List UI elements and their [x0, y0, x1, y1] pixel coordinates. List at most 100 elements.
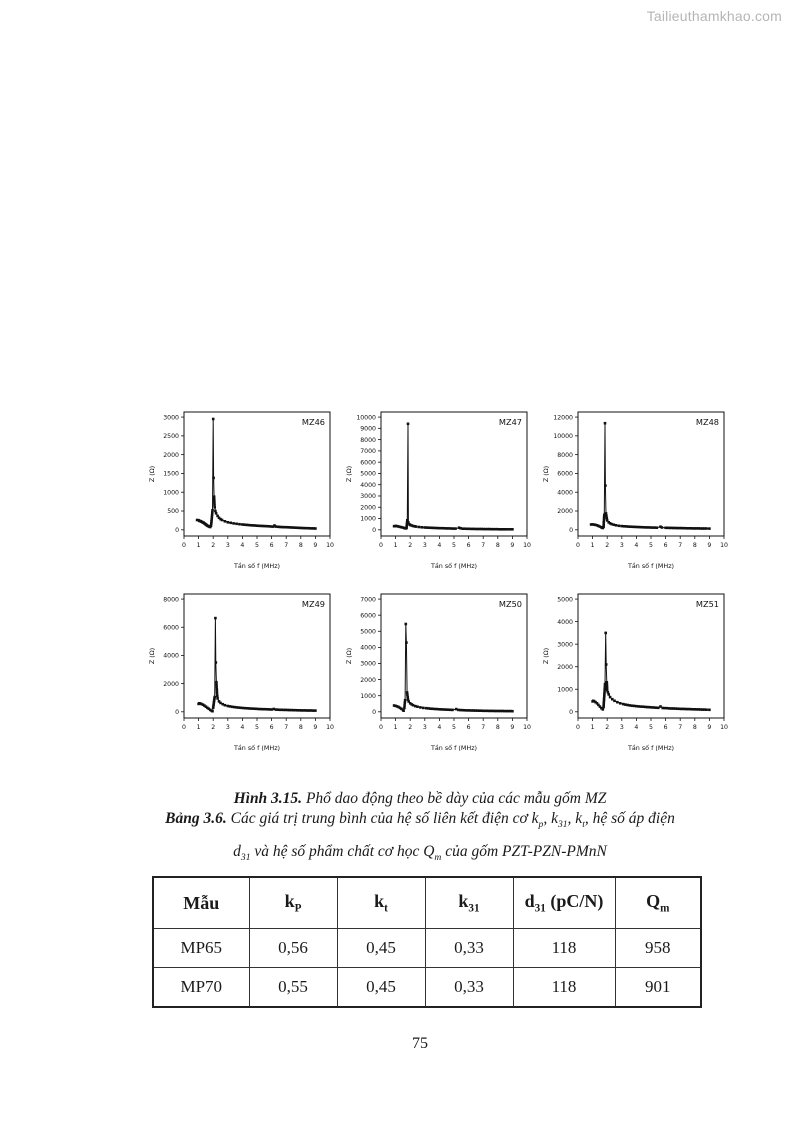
svg-text:10: 10 [326, 542, 334, 549]
svg-text:500: 500 [167, 508, 179, 515]
svg-text:2000: 2000 [360, 677, 376, 684]
svg-text:5: 5 [649, 542, 653, 549]
svg-text:2000: 2000 [163, 681, 179, 688]
svg-text:4: 4 [437, 542, 441, 549]
svg-text:10: 10 [326, 724, 334, 731]
svg-text:2000: 2000 [360, 504, 376, 511]
svg-text:0: 0 [175, 709, 179, 716]
table-cell: 0,45 [336, 967, 426, 1008]
svg-text:1: 1 [197, 724, 201, 731]
table-cell: 958 [614, 928, 702, 968]
svg-text:9: 9 [510, 542, 514, 549]
svg-text:8000: 8000 [163, 596, 179, 603]
svg-text:2: 2 [211, 724, 215, 731]
svg-text:1000: 1000 [360, 516, 376, 523]
results-table: Mẫu kP kt k31 d31 (pC/N) Qm MP65 0,56 0,45 0,33 1… [152, 876, 702, 1008]
svg-text:1: 1 [197, 542, 201, 549]
svg-text:1: 1 [591, 542, 595, 549]
svg-text:0: 0 [379, 542, 383, 549]
svg-text:2: 2 [605, 542, 609, 549]
svg-text:4000: 4000 [163, 653, 179, 660]
watermark-text: Tailieuthamkhao.com [646, 8, 782, 24]
svg-text:Tần số f (MHz): Tần số f (MHz) [233, 562, 280, 570]
svg-text:Z (Ω): Z (Ω) [542, 466, 550, 482]
chart-plot-MZ48: 0 1 2 3 4 5 6 7 8 9 10 0 2000 4000 6000 8000 10000 12000 M… [542, 411, 728, 570]
chart-MZ50: 0 1 2 3 4 5 6 7 8 9 10 0 1000 2000 3000 4000 5000 6000 700… [343, 585, 535, 753]
svg-text:3000: 3000 [360, 661, 376, 668]
svg-text:MZ51: MZ51 [696, 599, 719, 609]
svg-text:6: 6 [270, 724, 274, 731]
table-cell: 901 [614, 967, 702, 1008]
svg-text:0: 0 [576, 724, 580, 731]
svg-text:2: 2 [211, 542, 215, 549]
svg-text:7: 7 [284, 724, 288, 731]
svg-text:0: 0 [379, 724, 383, 731]
table-header-cell: Qm [614, 877, 702, 929]
svg-text:3: 3 [620, 724, 624, 731]
svg-text:3000: 3000 [557, 641, 573, 648]
svg-text:5: 5 [452, 542, 456, 549]
svg-text:1: 1 [394, 724, 398, 731]
svg-text:MZ50: MZ50 [499, 599, 522, 609]
svg-text:MZ46: MZ46 [302, 417, 325, 427]
svg-text:5: 5 [255, 724, 259, 731]
svg-text:Tần số f (MHz): Tần số f (MHz) [627, 562, 674, 570]
svg-text:8: 8 [693, 724, 697, 731]
svg-text:4: 4 [240, 724, 244, 731]
results-table-head: Mẫu kP kt k31 d31 (pC/N) Qm [152, 877, 702, 929]
svg-text:0: 0 [569, 709, 573, 716]
svg-text:6: 6 [467, 724, 471, 731]
svg-text:2000: 2000 [557, 508, 573, 515]
svg-text:1000: 1000 [163, 489, 179, 496]
charts-grid: 0 1 2 3 4 5 6 7 8 9 10 0 500 1000 1500 2000 2500 3000 MZ46… [146, 403, 732, 753]
page-number: 75 [412, 1035, 428, 1052]
svg-text:Z (Ω): Z (Ω) [542, 648, 550, 664]
svg-text:1000: 1000 [360, 693, 376, 700]
table-caption-line2: d31 và hệ số phẩm chất cơ học Qm của gốm… [233, 843, 607, 864]
table-cell: 118 [512, 967, 616, 1008]
chart-plot-MZ47: 0 1 2 3 4 5 6 7 8 9 10 0 1000 2000 3000 4000 5000 6000 700… [345, 411, 531, 570]
svg-text:Z (Ω): Z (Ω) [148, 648, 156, 664]
table-header-cell: d31 (pC/N) [512, 877, 616, 929]
svg-text:Tần số f (MHz): Tần số f (MHz) [430, 744, 477, 752]
svg-text:10000: 10000 [356, 414, 376, 421]
svg-text:4: 4 [240, 542, 244, 549]
svg-text:4000: 4000 [360, 645, 376, 652]
table-cell: 0,33 [424, 967, 514, 1008]
svg-text:9: 9 [707, 542, 711, 549]
table-header-cell: k31 [424, 877, 514, 929]
figure-caption: Hình 3.15. Phổ dao động theo bề dày của … [233, 790, 607, 807]
svg-text:10: 10 [523, 542, 531, 549]
svg-text:Tần số f (MHz): Tần số f (MHz) [430, 562, 477, 570]
svg-text:2000: 2000 [557, 664, 573, 671]
svg-text:8000: 8000 [557, 452, 573, 459]
svg-text:1500: 1500 [163, 471, 179, 478]
svg-text:8000: 8000 [360, 437, 376, 444]
chart-plot-MZ50: 0 1 2 3 4 5 6 7 8 9 10 0 1000 2000 3000 4000 5000 6000 700… [345, 593, 531, 752]
svg-text:7: 7 [481, 724, 485, 731]
svg-text:0: 0 [569, 527, 573, 534]
svg-text:0: 0 [372, 527, 376, 534]
svg-text:3: 3 [226, 724, 230, 731]
table-header-cell: Mẫu [152, 877, 250, 929]
svg-text:2: 2 [408, 724, 412, 731]
svg-text:3: 3 [620, 542, 624, 549]
svg-text:10: 10 [720, 542, 728, 549]
table-header-cell: kP [248, 877, 338, 929]
svg-text:2500: 2500 [163, 433, 179, 440]
chart-plot-MZ49: 0 1 2 3 4 5 6 7 8 9 10 0 2000 4000 6000 8000 MZ49 Tần số … [148, 593, 334, 752]
svg-text:7: 7 [481, 542, 485, 549]
svg-text:0: 0 [576, 542, 580, 549]
svg-text:5000: 5000 [360, 471, 376, 478]
table-cell: MP70 [152, 967, 250, 1008]
svg-text:12000: 12000 [553, 414, 573, 421]
svg-text:3000: 3000 [163, 414, 179, 421]
svg-text:4000: 4000 [557, 619, 573, 626]
table-header-cell: kt [336, 877, 426, 929]
table-cell: MP65 [152, 928, 250, 968]
svg-text:5: 5 [649, 724, 653, 731]
svg-text:0: 0 [372, 709, 376, 716]
svg-text:8: 8 [693, 542, 697, 549]
svg-text:9: 9 [707, 724, 711, 731]
svg-text:9: 9 [510, 724, 514, 731]
